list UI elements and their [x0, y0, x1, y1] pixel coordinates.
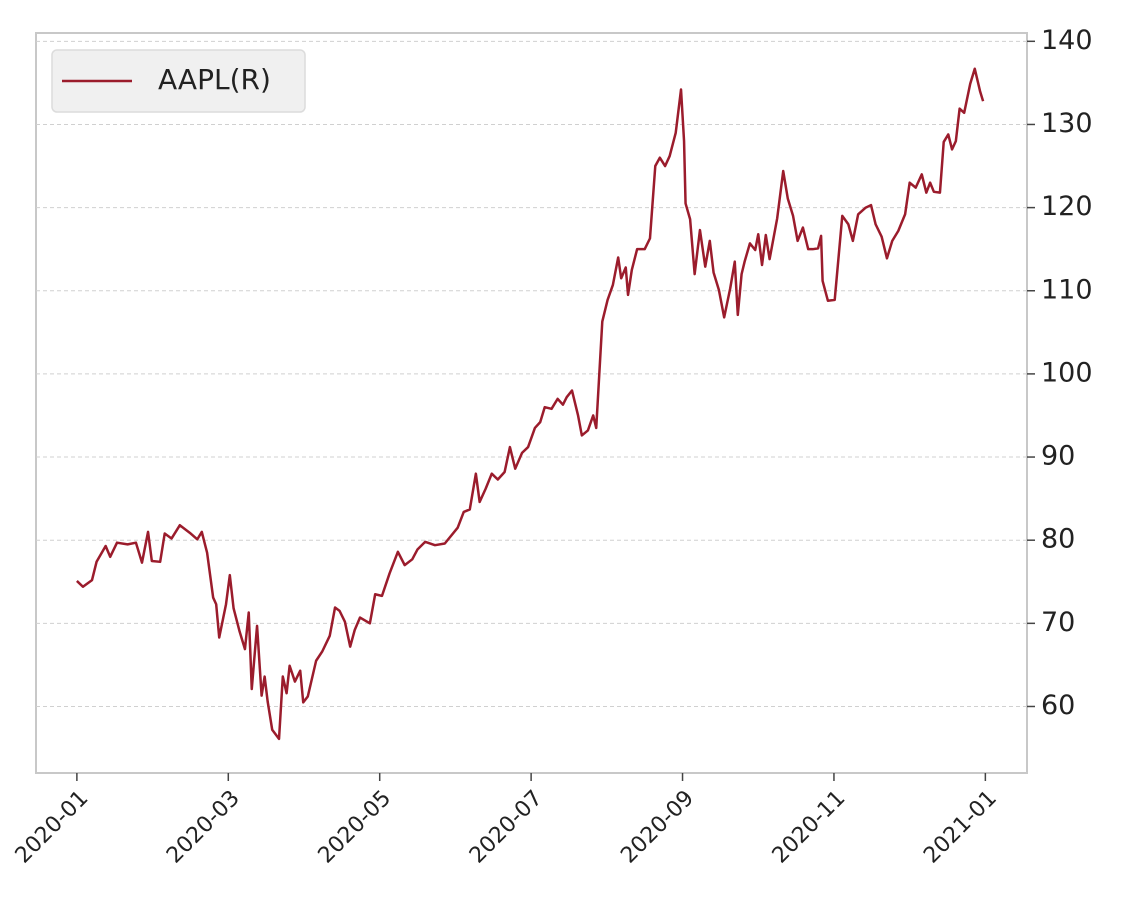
x-tick-label: 2020-03 [162, 786, 245, 869]
x-tick-label: 2020-11 [768, 786, 851, 869]
line-series [76, 67, 985, 741]
y-tick-label: 70 [1041, 607, 1075, 638]
plot-frame [35, 32, 1028, 774]
y-tick-label: 90 [1041, 441, 1075, 472]
legend-box [51, 49, 306, 113]
x-tick-label: 2020-05 [314, 786, 397, 869]
y-tick-label: 100 [1041, 357, 1093, 388]
x-tick-label: 2020-07 [465, 786, 548, 869]
y-tick-label: 140 [1041, 25, 1093, 56]
y-tick-label: 130 [1041, 108, 1093, 139]
x-tick-label: 2020-01 [11, 786, 94, 869]
y-tick-label: 120 [1041, 191, 1093, 222]
x-tick-label: 2020-09 [616, 786, 699, 869]
legend-label: AAPL(R) [158, 63, 271, 96]
y-tick-label: 60 [1041, 690, 1075, 721]
y-tick-label: 110 [1041, 274, 1093, 305]
x-tick-label: 2021-01 [919, 786, 1002, 869]
y-tick-label: 80 [1041, 524, 1075, 555]
